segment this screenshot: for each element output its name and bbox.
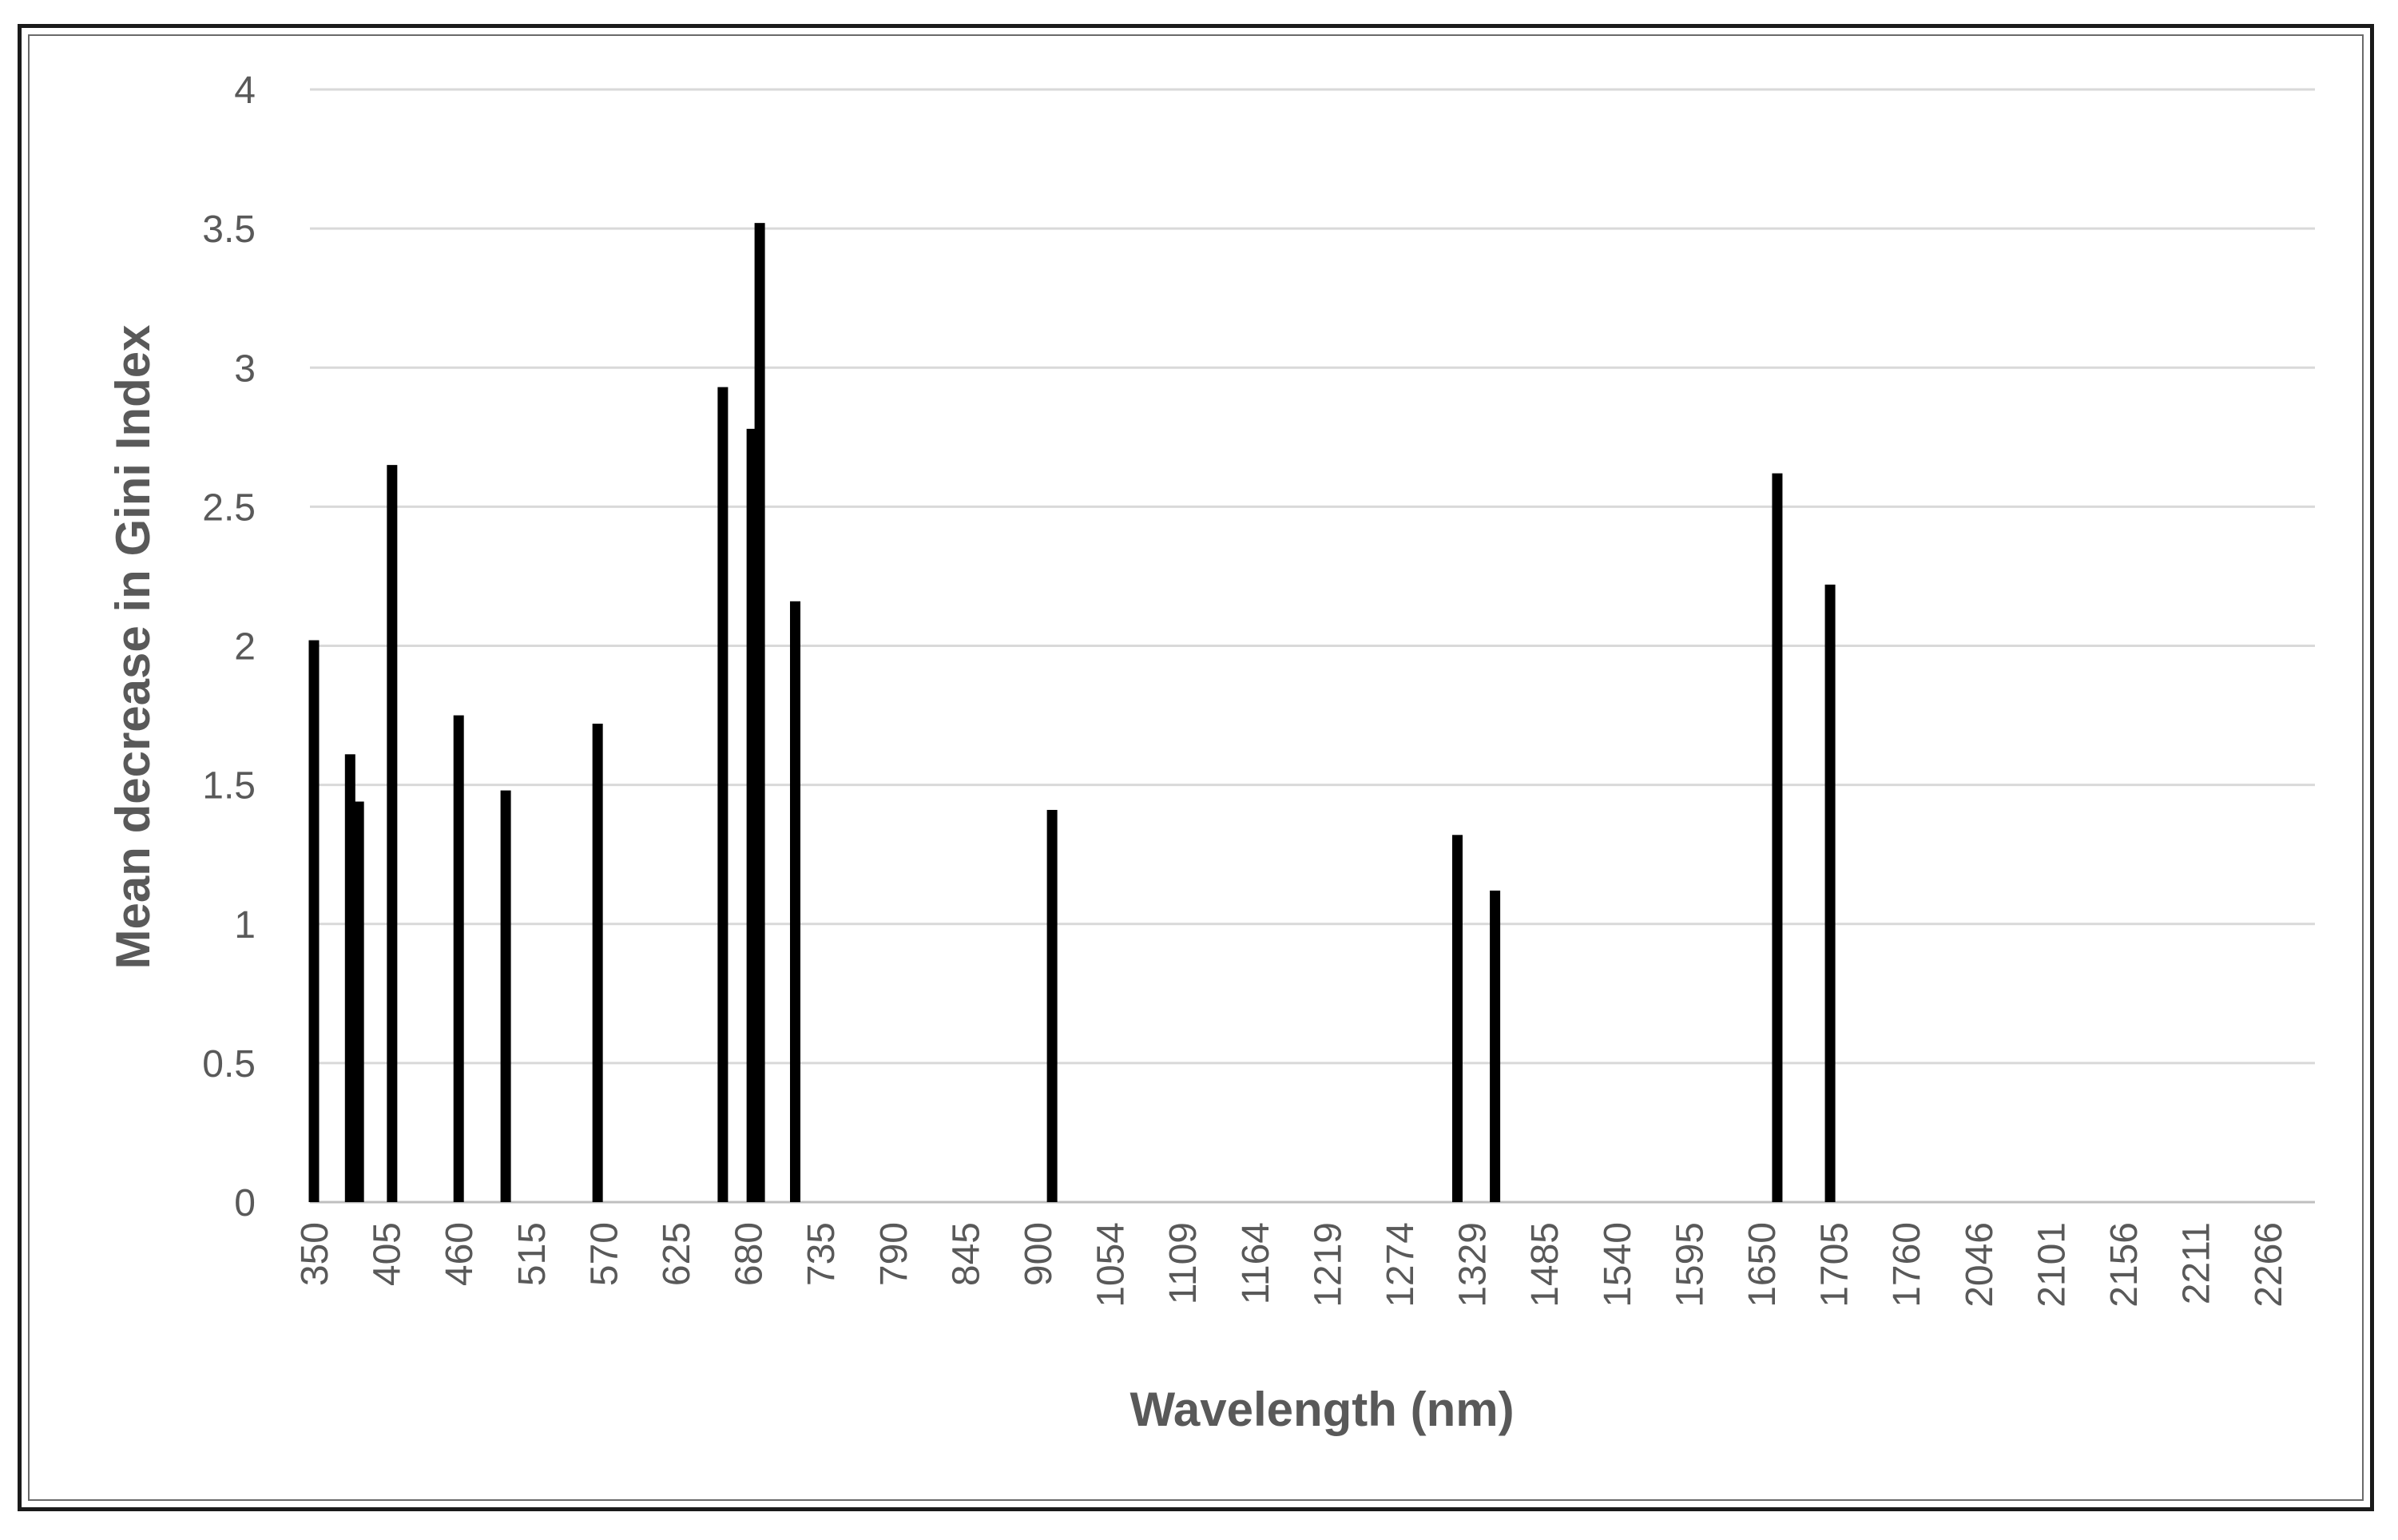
x-tick-label: 2101 [2031,1222,2073,1308]
x-tick-label: 1485 [1524,1222,1566,1308]
x-axis-title: Wavelength (nm) [1130,1383,1514,1436]
bar [754,223,765,1202]
x-tick-label: 1705 [1814,1222,1856,1308]
x-tick-label: 735 [800,1222,843,1286]
bar-series [308,223,1836,1202]
x-tick-label: 1760 [1886,1222,1928,1308]
bar [308,640,320,1202]
y-tick-label: 3 [234,347,256,390]
x-tick-label: 1109 [1162,1222,1205,1304]
x-tick-label: 460 [439,1222,481,1286]
x-tick-label: 1540 [1597,1222,1639,1308]
gridlines [310,88,2315,1204]
x-tick-label: 2156 [2103,1222,2146,1308]
x-tick-label: 625 [656,1222,698,1286]
chart-inner-border [28,34,2364,1501]
x-tick-label: 2046 [1959,1222,2001,1308]
y-axis-ticks: 0 0.5 1 1.5 2 2.5 3 3.5 4 [202,69,256,1224]
y-tick-label: 0.5 [202,1043,256,1086]
y-tick-label: 3.5 [202,208,256,251]
x-tick-label: 515 [511,1222,554,1286]
x-tick-label: 680 [729,1222,771,1286]
bar [453,715,464,1202]
x-tick-label: 2211 [2176,1222,2218,1304]
chart-frame [18,24,2374,1511]
bar [344,754,355,1202]
x-tick-label: 1164 [1235,1222,1277,1304]
x-tick-label: 1650 [1741,1222,1784,1308]
bar [789,601,800,1202]
y-tick-label: 1.5 [202,765,256,808]
y-tick-label: 0 [234,1182,256,1224]
x-tick-label: 1219 [1307,1222,1349,1308]
x-tick-label: 2266 [2248,1222,2290,1308]
bar [387,465,398,1202]
bar [1046,809,1058,1202]
bar [1490,890,1501,1202]
bar [746,428,757,1202]
x-tick-label: 405 [367,1222,409,1286]
bar [1824,584,1836,1202]
y-tick-label: 2.5 [202,486,256,529]
x-tick-label: 790 [873,1222,915,1286]
x-tick-label: 845 [945,1222,987,1286]
y-axis-title: Mean decrease in Gini Index [106,325,160,970]
y-tick-label: 1 [234,904,256,947]
y-tick-label: 4 [234,69,256,112]
x-axis-ticks: 350 405 460 515 570 625 680 735 790 845 900 1054 110… [294,1222,2290,1308]
x-tick-label: 1274 [1380,1222,1422,1308]
x-tick-label: 570 [583,1222,625,1286]
x-tick-label: 1054 [1090,1222,1133,1308]
x-tick-label: 1595 [1669,1222,1711,1308]
x-tick-label: 1329 [1452,1222,1495,1308]
bar [1451,835,1463,1202]
bar [592,724,603,1202]
bar [500,790,511,1202]
x-tick-label: 900 [1018,1222,1060,1286]
y-tick-label: 2 [234,626,256,669]
bar [1772,473,1783,1202]
x-tick-label: 350 [294,1222,336,1286]
bar [717,387,729,1202]
bar [353,801,364,1202]
